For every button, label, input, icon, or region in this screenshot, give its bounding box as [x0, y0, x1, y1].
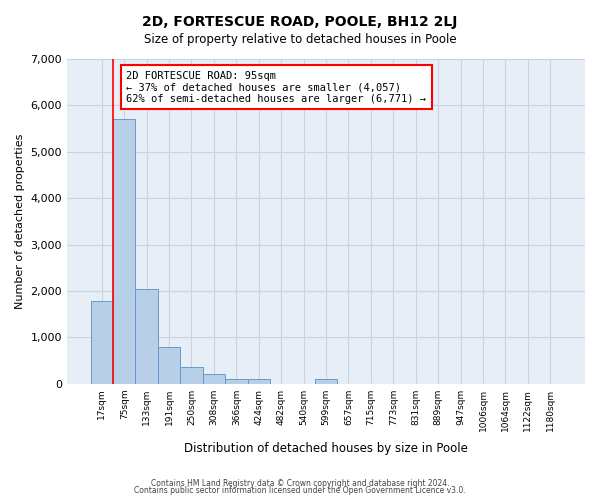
Text: Contains public sector information licensed under the Open Government Licence v3: Contains public sector information licen… [134, 486, 466, 495]
X-axis label: Distribution of detached houses by size in Poole: Distribution of detached houses by size … [184, 442, 468, 455]
Bar [158, 347, 180, 384]
Text: Size of property relative to detached houses in Poole: Size of property relative to detached ho… [143, 32, 457, 46]
Bar [225, 379, 248, 384]
Text: Contains HM Land Registry data © Crown copyright and database right 2024.: Contains HM Land Registry data © Crown c… [151, 478, 449, 488]
Bar [180, 367, 203, 384]
Bar [203, 374, 225, 384]
Text: 2D FORTESCUE ROAD: 95sqm
← 37% of detached houses are smaller (4,057)
62% of sem: 2D FORTESCUE ROAD: 95sqm ← 37% of detach… [127, 70, 427, 104]
Bar [315, 380, 337, 384]
Bar [113, 120, 136, 384]
Y-axis label: Number of detached properties: Number of detached properties [15, 134, 25, 309]
Text: 2D, FORTESCUE ROAD, POOLE, BH12 2LJ: 2D, FORTESCUE ROAD, POOLE, BH12 2LJ [142, 15, 458, 29]
Bar [136, 289, 158, 384]
Bar [91, 302, 113, 384]
Bar [248, 378, 270, 384]
